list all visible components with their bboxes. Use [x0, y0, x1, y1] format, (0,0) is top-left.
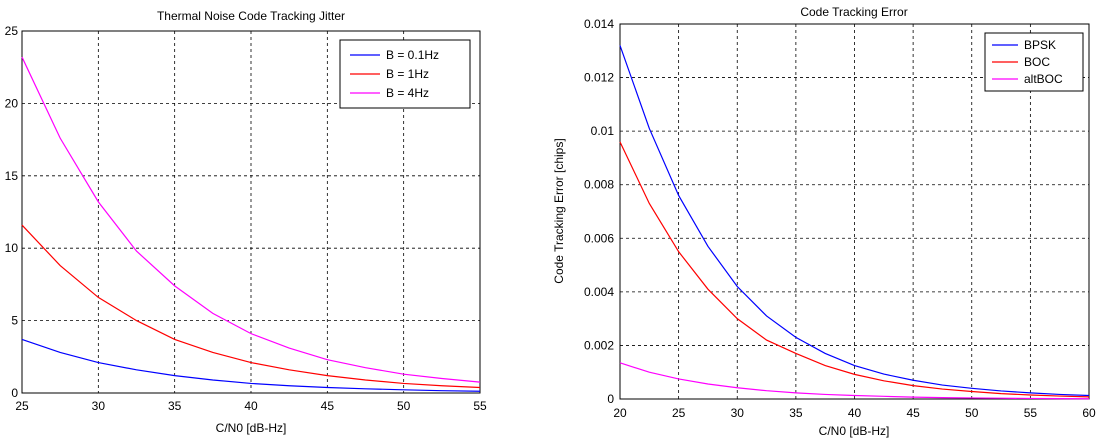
series-line-0: [619, 45, 1090, 397]
x-tick-label: 60: [1082, 406, 1096, 420]
chart-title: Thermal Noise Code Tracking Jitter: [157, 9, 345, 23]
legend-label-2: B = 4Hz: [386, 86, 429, 100]
legend: BPSK BOC altBOC: [984, 32, 1084, 92]
x-tick-label: 40: [244, 399, 258, 413]
chart-code-tracking-error: 20 25 30 35 40 45 50 55 60 0 0.002 0.004 0.006 0.008 0…: [552, 5, 1096, 438]
y-tick-label: 0.01: [591, 124, 615, 138]
y-tick-label: 5: [11, 314, 18, 328]
x-tick-label: 55: [473, 399, 487, 413]
chart-title: Code Tracking Error: [800, 5, 907, 19]
legend-label-1: B = 1Hz: [386, 67, 429, 81]
y-axis-label: Code Tracking Error [chips]: [552, 138, 566, 283]
x-tick-label: 30: [92, 399, 106, 413]
series-line-2: [21, 56, 481, 383]
x-tick-label: 30: [731, 406, 745, 420]
y-tick-label: 0.014: [584, 17, 614, 31]
legend: B = 0.1Hz B = 1Hz B = 4Hz: [339, 39, 471, 109]
x-axis-label: C/N0 [dB-Hz]: [819, 424, 890, 438]
y-tick-label: 0.006: [584, 231, 614, 245]
y-tick-label: 0: [607, 392, 614, 406]
x-tick-label: 35: [789, 406, 803, 420]
legend-label-2: altBOC: [1024, 72, 1063, 86]
x-tick-label: 45: [906, 406, 920, 420]
y-tick-label: 0: [11, 386, 18, 400]
series-line-2: [619, 362, 1090, 400]
legend-label-0: BPSK: [1024, 38, 1056, 52]
y-tick-label: 15: [5, 169, 19, 183]
y-tick-label: 0.008: [584, 178, 614, 192]
series-lines: [21, 56, 481, 392]
x-tick-label: 35: [168, 399, 182, 413]
legend-label-0: B = 0.1Hz: [386, 48, 439, 62]
y-tick-label: 0.002: [584, 338, 614, 352]
series-line-1: [619, 141, 1090, 398]
y-tick-label: 10: [5, 241, 19, 255]
series-line-0: [21, 338, 481, 392]
x-tick-label: 25: [672, 406, 686, 420]
x-tick-label: 40: [848, 406, 862, 420]
x-tick-label: 20: [613, 406, 627, 420]
x-tick-label: 50: [397, 399, 411, 413]
series-line-1: [21, 224, 481, 389]
y-tick-label: 25: [5, 24, 19, 38]
x-tick-label: 50: [965, 406, 979, 420]
x-tick-label: 25: [15, 399, 29, 413]
series-lines: [619, 45, 1090, 400]
x-tick-label: 45: [321, 399, 335, 413]
y-tick-label: 0.012: [584, 71, 614, 85]
x-tick-label: 55: [1024, 406, 1038, 420]
chart-thermal-noise-jitter: 25 30 35 40 45 50 55 0 5 10 15 20 25 Thermal Noise C…: [5, 9, 487, 435]
y-tick-label: 20: [5, 96, 19, 110]
y-tick-label: 0.004: [584, 285, 614, 299]
x-axis-label: C/N0 [dB-Hz]: [216, 421, 287, 435]
tick-labels: 25 30 35 40 45 50 55 0 5 10 15 20 25: [5, 24, 487, 413]
legend-label-1: BOC: [1024, 55, 1050, 69]
tick-labels: 20 25 30 35 40 45 50 55 60 0 0.002 0.004 0.006 0.008 0…: [584, 17, 1096, 420]
